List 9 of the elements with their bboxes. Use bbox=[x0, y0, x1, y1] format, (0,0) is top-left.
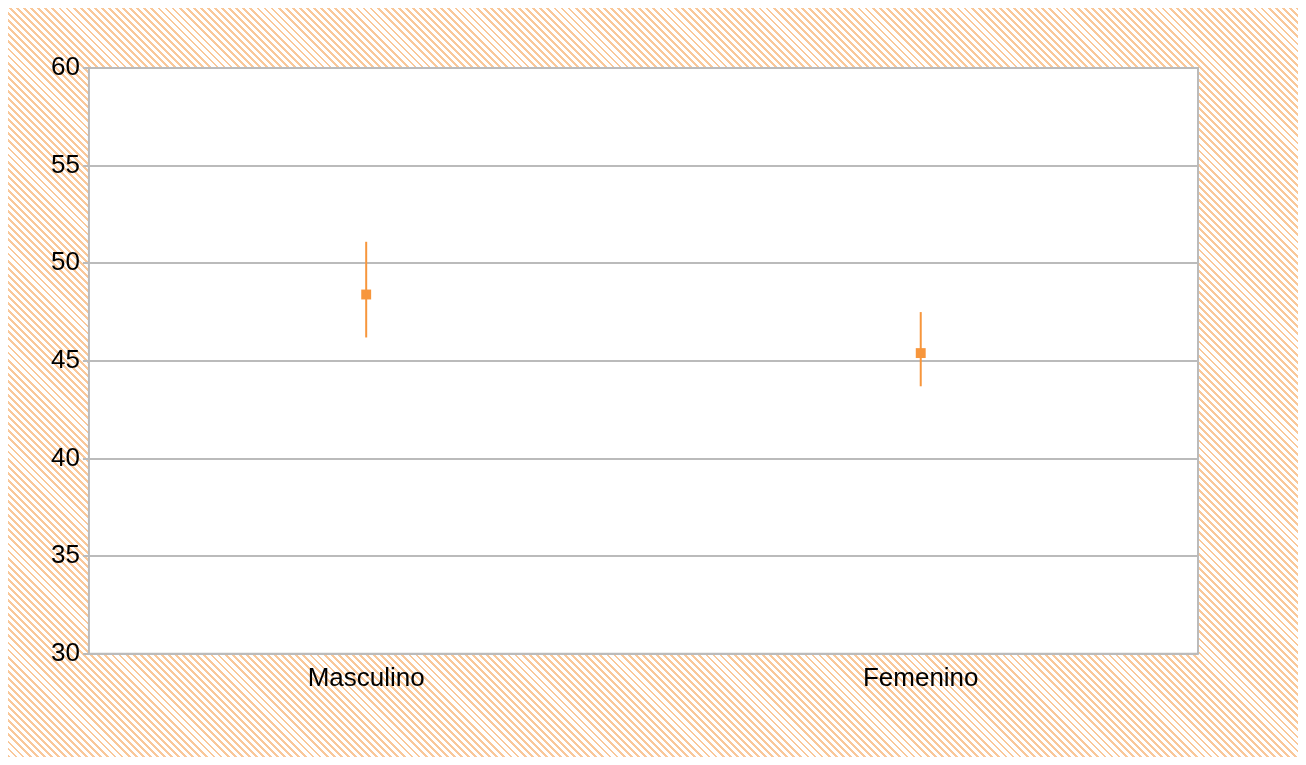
y-tick-label: 45 bbox=[51, 344, 80, 375]
x-tick-label: Femenino bbox=[862, 661, 979, 692]
y-tick-label: 55 bbox=[51, 148, 80, 179]
y-tick-label: 35 bbox=[51, 539, 80, 570]
x-tick-label: Masculino bbox=[307, 661, 425, 692]
y-tick-label: 60 bbox=[51, 51, 80, 82]
y-tick-label: 40 bbox=[51, 441, 80, 472]
y-tick-label: 50 bbox=[51, 246, 80, 277]
y-tick-label: 30 bbox=[51, 636, 80, 667]
